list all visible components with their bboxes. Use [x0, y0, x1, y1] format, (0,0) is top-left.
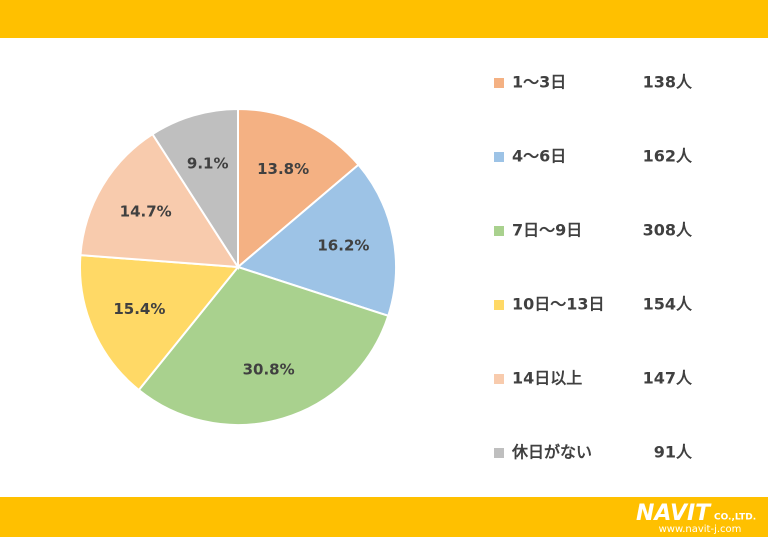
legend-label: 7日〜9日 — [512, 221, 582, 240]
pie-slice — [237, 107, 360, 270]
logo: NAVIT — [636, 501, 712, 526]
legend-label: 1〜3日 — [512, 73, 566, 92]
legend-swatch — [494, 374, 504, 384]
slice-label: 9.1% — [187, 154, 229, 172]
pie-slice — [79, 254, 240, 392]
bottom-bar — [0, 497, 768, 537]
legend-swatch — [494, 448, 504, 458]
legend-count: 162人 — [643, 147, 693, 166]
legend-label: 10日〜13日 — [512, 295, 605, 314]
top-bar — [0, 0, 768, 38]
legend-swatch — [494, 78, 504, 88]
slice-label: 16.2% — [317, 237, 369, 255]
slice-label: 13.8% — [257, 160, 309, 178]
legend-count: 147人 — [643, 369, 693, 388]
legend-swatch — [494, 152, 504, 162]
legend-count: 154人 — [643, 295, 693, 314]
legend-label: 4〜6日 — [512, 147, 566, 166]
company: CO.,LTD. — [714, 513, 756, 523]
legend-count: 308人 — [643, 221, 693, 240]
legend-swatch — [494, 300, 504, 310]
legend-swatch — [494, 226, 504, 236]
pie-slice — [137, 265, 390, 426]
pie-slice — [235, 163, 397, 318]
slice-label: 14.7% — [120, 203, 172, 221]
legend-count: 138人 — [643, 73, 693, 92]
legend-count: 91人 — [654, 443, 693, 462]
url: www.navit-j.com — [659, 524, 742, 535]
pie-slice — [79, 132, 240, 269]
slice-label: 15.4% — [113, 300, 165, 318]
slice-label: 30.8% — [243, 360, 295, 378]
pie-slice — [151, 107, 239, 271]
legend-label: 休日がない — [511, 443, 592, 462]
legend-label: 14日以上 — [512, 369, 582, 388]
